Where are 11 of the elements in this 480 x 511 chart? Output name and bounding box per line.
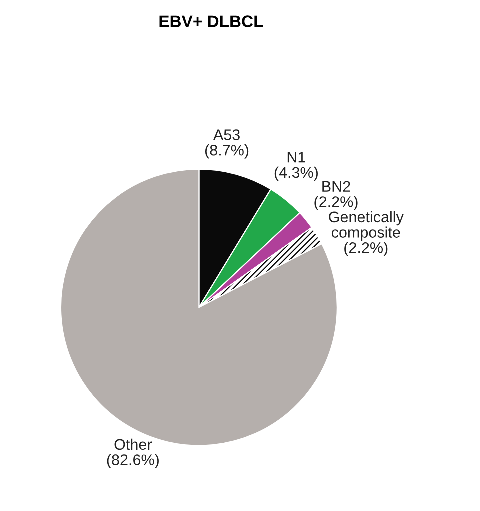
chart-title: EBV+ DLBCL: [160, 16, 264, 28]
data-label: (2.2%): [344, 242, 388, 256]
slice-label: Other: [114, 438, 152, 450]
data-label: (82.6%): [107, 454, 159, 468]
slice-label: N1: [288, 152, 306, 163]
slice-label: BN2: [322, 181, 350, 192]
slice-label: Genetically composite: [329, 211, 404, 241]
slice-label: A53: [213, 130, 240, 140]
data-label: (8.7%): [205, 144, 249, 159]
data-label: (4.3%): [274, 166, 318, 182]
data-label: (2.2%): [314, 196, 358, 210]
